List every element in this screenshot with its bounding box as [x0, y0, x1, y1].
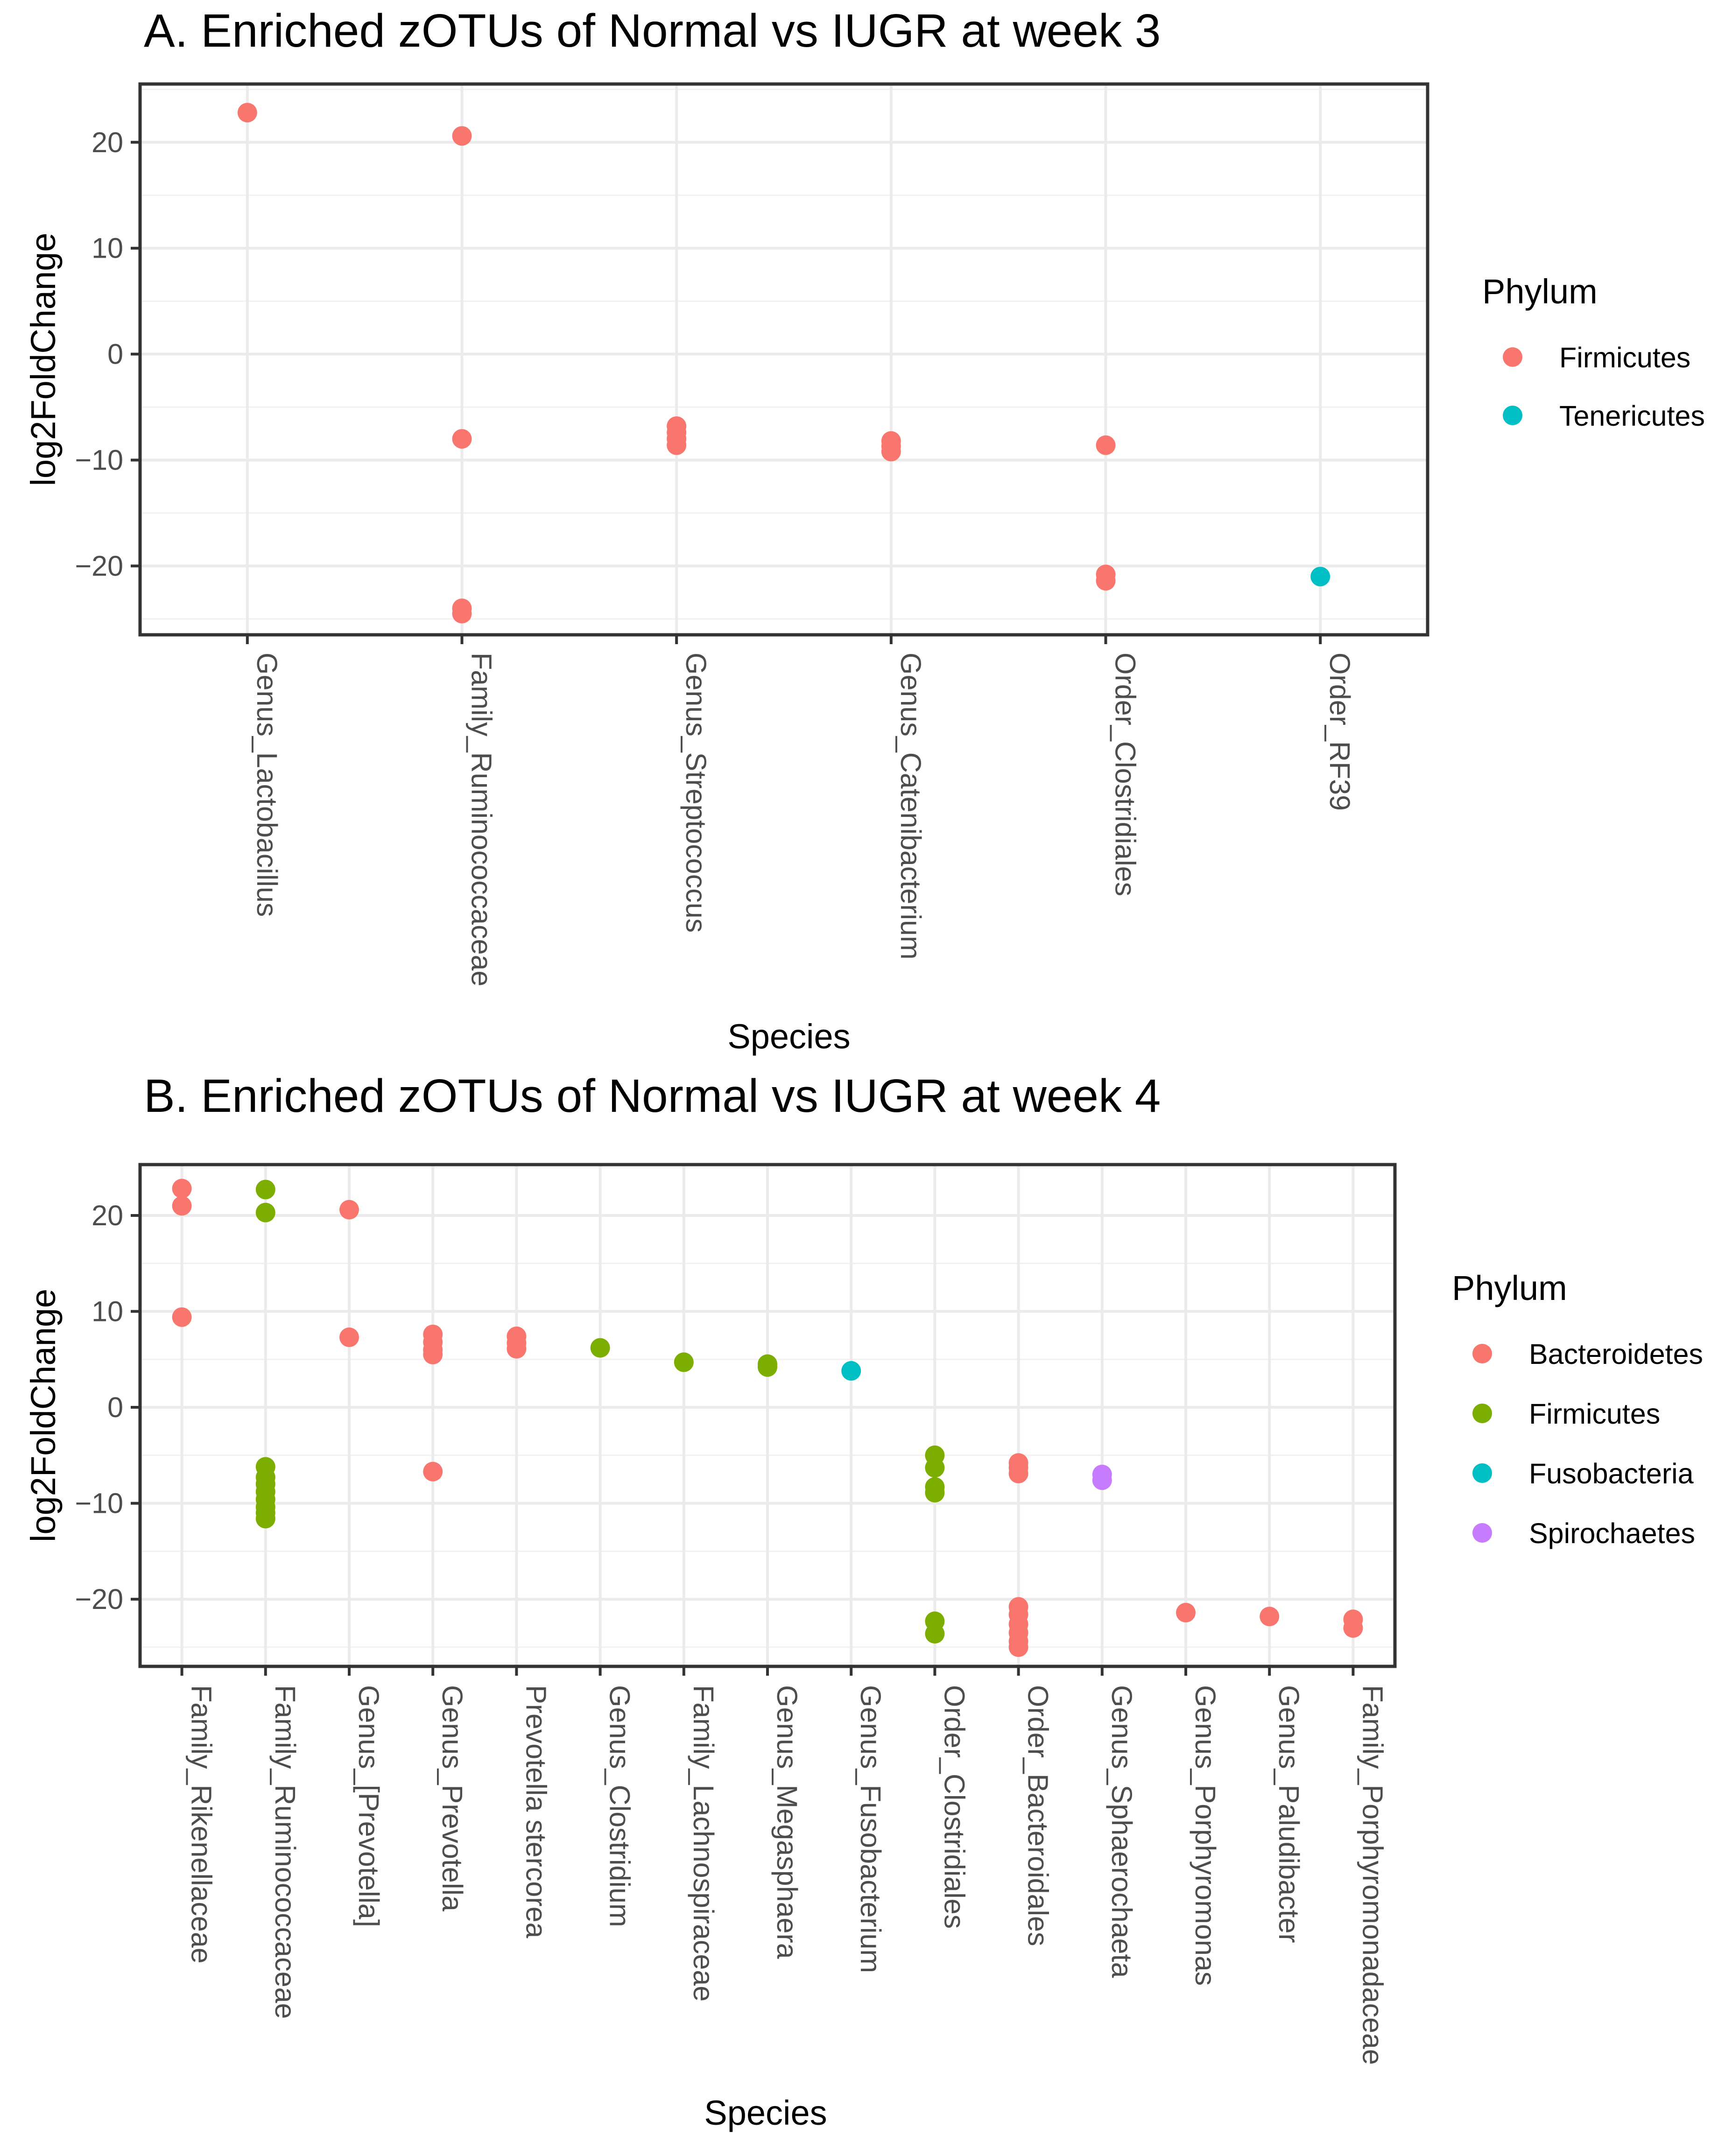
data-point-bacteroidetes-2	[172, 1307, 192, 1327]
data-point-firmicutes-2	[452, 429, 472, 449]
legend-marker-firmicutes	[1472, 1404, 1492, 1423]
data-point-firmicutes-10	[590, 1338, 610, 1358]
x-tick-label: Genus_Megasphaera	[771, 1685, 803, 1959]
legend-label-bacteroidetes: Bacteroidetes	[1529, 1338, 1703, 1370]
chart-title: A. Enriched zOTUs of Normal vs IUGR at w…	[144, 5, 1161, 57]
y-tick-label: 10	[92, 232, 123, 264]
legend-marker-firmicutes	[1503, 347, 1522, 367]
x-tick-label: Genus_Paludibacter	[1273, 1685, 1305, 1943]
x-tick-label: Genus_Prevotella	[437, 1685, 468, 1911]
x-tick-label: Family_Ruminococcaceae	[269, 1685, 301, 2019]
data-point-bacteroidetes-23	[1260, 1607, 1280, 1627]
data-point-spirochaetes-1	[1092, 1470, 1112, 1490]
x-tick-label: Family_Ruminococcaceae	[466, 653, 498, 986]
data-point-firmicutes-13	[758, 1357, 777, 1377]
data-point-firmicutes-15	[925, 1458, 945, 1478]
x-tick-label: Family_Porphyromonadaceae	[1357, 1685, 1388, 2065]
data-point-bacteroidetes-3	[339, 1200, 359, 1220]
y-tick-label: 0	[107, 338, 123, 370]
data-point-firmicutes-14	[1096, 571, 1116, 591]
y-tick-label: 10	[92, 1295, 123, 1327]
data-point-firmicutes-0	[237, 103, 257, 123]
x-tick-label: Order_RF39	[1324, 653, 1356, 811]
data-point-fusobacteria-0	[841, 1361, 861, 1381]
y-tick-label: 20	[92, 126, 123, 158]
data-point-firmicutes-1	[255, 1202, 275, 1222]
legend-label-firmicutes: Firmicutes	[1529, 1398, 1660, 1430]
data-point-bacteroidetes-22	[1176, 1602, 1196, 1622]
data-point-firmicutes-17	[925, 1482, 945, 1503]
x-axis-title: Species	[704, 2093, 827, 2132]
y-axis-title: log2FoldChange	[24, 232, 63, 486]
data-point-bacteroidetes-4	[339, 1327, 359, 1347]
x-tick-label: Prevotella stercorea	[520, 1685, 552, 1938]
data-point-bacteroidetes-21	[1008, 1637, 1028, 1657]
y-tick-label: 0	[107, 1391, 123, 1423]
legend-title: Phylum	[1482, 272, 1598, 311]
y-tick-label: −20	[75, 1583, 123, 1615]
legend-marker-bacteroidetes	[1472, 1344, 1492, 1363]
legend-marker-spirochaetes	[1472, 1523, 1492, 1543]
data-point-bacteroidetes-15	[1008, 1463, 1028, 1483]
x-tick-label: Genus_Fusobacterium	[855, 1685, 887, 1973]
x-tick-label: Family_Lachnospiraceae	[688, 1685, 719, 2001]
x-tick-label: Genus_Streptococcus	[680, 653, 712, 933]
data-point-firmicutes-8	[667, 435, 687, 455]
legend-label-fusobacteria: Fusobacteria	[1529, 1458, 1694, 1489]
data-point-bacteroidetes-12	[507, 1339, 527, 1359]
x-tick-label: Genus_Clostridium	[604, 1685, 636, 1927]
legend-label-spirochaetes: Spirochaetes	[1529, 1517, 1695, 1549]
legend: Phylum Firmicutes Tenericutes	[1482, 272, 1705, 432]
plot-border	[138, 82, 1429, 637]
data-point-bacteroidetes-1	[172, 1196, 192, 1216]
data-point-firmicutes-19	[925, 1624, 945, 1644]
legend-title: Phylum	[1452, 1269, 1567, 1307]
y-axis-title: log2FoldChange	[24, 1289, 63, 1542]
data-point-bacteroidetes-9	[423, 1461, 443, 1482]
x-tick-label: Order_Bacteroidales	[1022, 1685, 1054, 1946]
x-tick-label: Genus_Catenibacterium	[895, 653, 927, 960]
legend-marker-fusobacteria	[1472, 1463, 1492, 1483]
x-tick-label: Genus_Lactobacillus	[251, 653, 283, 917]
x-tick-label: Genus_[Prevotella]	[353, 1685, 385, 1927]
data-point-firmicutes-1	[452, 126, 472, 146]
data-point-bacteroidetes-0	[172, 1179, 192, 1199]
data-point-firmicutes-11	[881, 442, 901, 462]
data-point-firmicutes-9	[255, 1509, 275, 1529]
chart-panel-a: A. Enriched zOTUs of Normal vs IUGR at w…	[24, 5, 1705, 1056]
x-tick-label: Genus_Porphyromonas	[1190, 1685, 1221, 1986]
data-point-bacteroidetes-8	[423, 1344, 443, 1364]
data-point-tenericutes-0	[1310, 567, 1331, 587]
x-tick-label: Genus_Sphaerochaeta	[1106, 1685, 1138, 1978]
y-tick-label: −10	[75, 444, 123, 476]
data-point-firmicutes-11	[674, 1352, 694, 1372]
x-tick-label: Family_Rikenellaceae	[186, 1685, 218, 1964]
y-tick-label: −10	[75, 1488, 123, 1519]
x-axis-title: Species	[727, 1017, 850, 1056]
data-point-bacteroidetes-25	[1343, 1618, 1363, 1638]
chart-panel-b: B. Enriched zOTUs of Normal vs IUGR at w…	[24, 1070, 1703, 2132]
data-point-firmicutes-4	[452, 604, 472, 624]
data-point-firmicutes-12	[1096, 435, 1116, 455]
legend-label-tenericutes: Tenericutes	[1559, 400, 1705, 432]
data-point-firmicutes-0	[255, 1180, 275, 1200]
y-tick-label: −20	[75, 550, 123, 582]
legend: Phylum Bacteroidetes Firmicutes Fusobacteri…	[1452, 1269, 1703, 1549]
legend-label-firmicutes: Firmicutes	[1559, 342, 1690, 373]
legend-marker-tenericutes	[1503, 406, 1522, 425]
chart-title: B. Enriched zOTUs of Normal vs IUGR at w…	[144, 1070, 1161, 1122]
x-tick-label: Order_Clostridiales	[938, 1685, 970, 1929]
plot-background	[140, 84, 1428, 635]
x-tick-label: Order_Clostridiales	[1110, 653, 1141, 896]
y-tick-label: 20	[92, 1200, 123, 1231]
